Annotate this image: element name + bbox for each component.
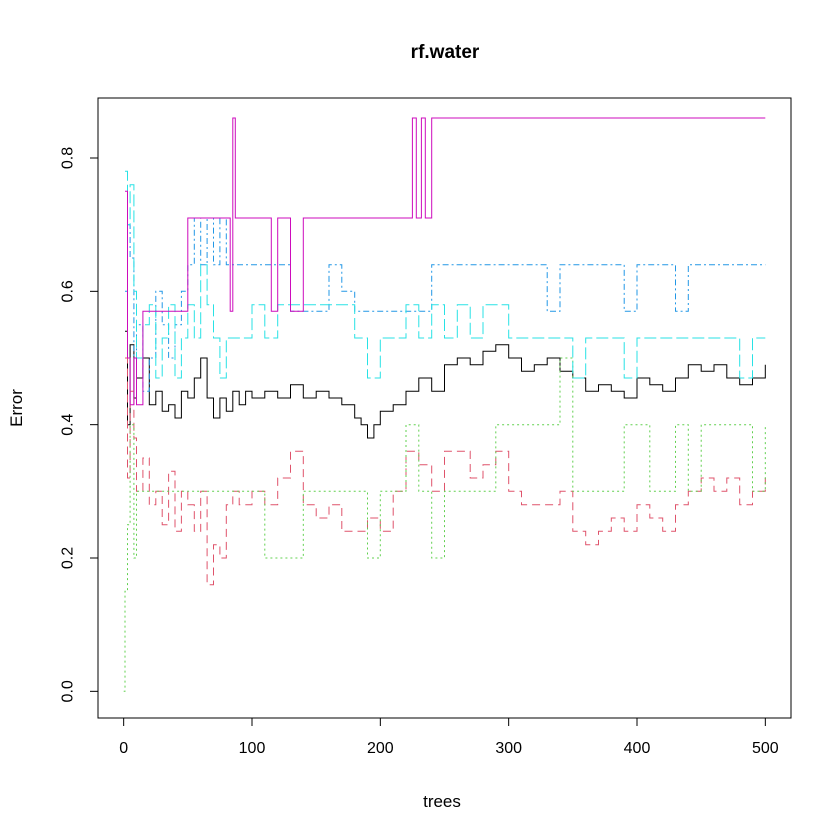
series-6-line: [125, 117, 766, 406]
y-tick-label: 0.2: [60, 547, 77, 569]
x-axis-label: trees: [423, 792, 461, 811]
y-tick-label: 0.0: [60, 680, 77, 702]
y-tick-label: 0.6: [60, 280, 77, 302]
series-1-line: [125, 330, 766, 439]
y-axis: 0.0 0.2 0.4 0.6 0.8: [60, 147, 99, 702]
series-2-line: [125, 357, 766, 586]
x-tick-label: 100: [239, 740, 266, 757]
x-axis: 0 100 200 300 400 500: [119, 717, 779, 757]
series-5-line: [125, 170, 766, 379]
x-tick-label: 300: [495, 740, 522, 757]
y-axis-label: Error: [7, 389, 26, 427]
x-tick-label: 400: [624, 740, 651, 757]
series-4-line: [125, 217, 766, 392]
x-tick-label: 0: [119, 740, 128, 757]
plot-frame: [97, 97, 792, 719]
chart-title: rf.water: [411, 42, 480, 63]
series-layer: [123, 117, 766, 692]
y-tick-label: 0.8: [60, 147, 77, 169]
x-tick-label: 500: [752, 740, 779, 757]
series-3-line: [123, 357, 766, 692]
y-tick-label: 0.4: [60, 413, 77, 435]
x-tick-label: 200: [367, 740, 394, 757]
